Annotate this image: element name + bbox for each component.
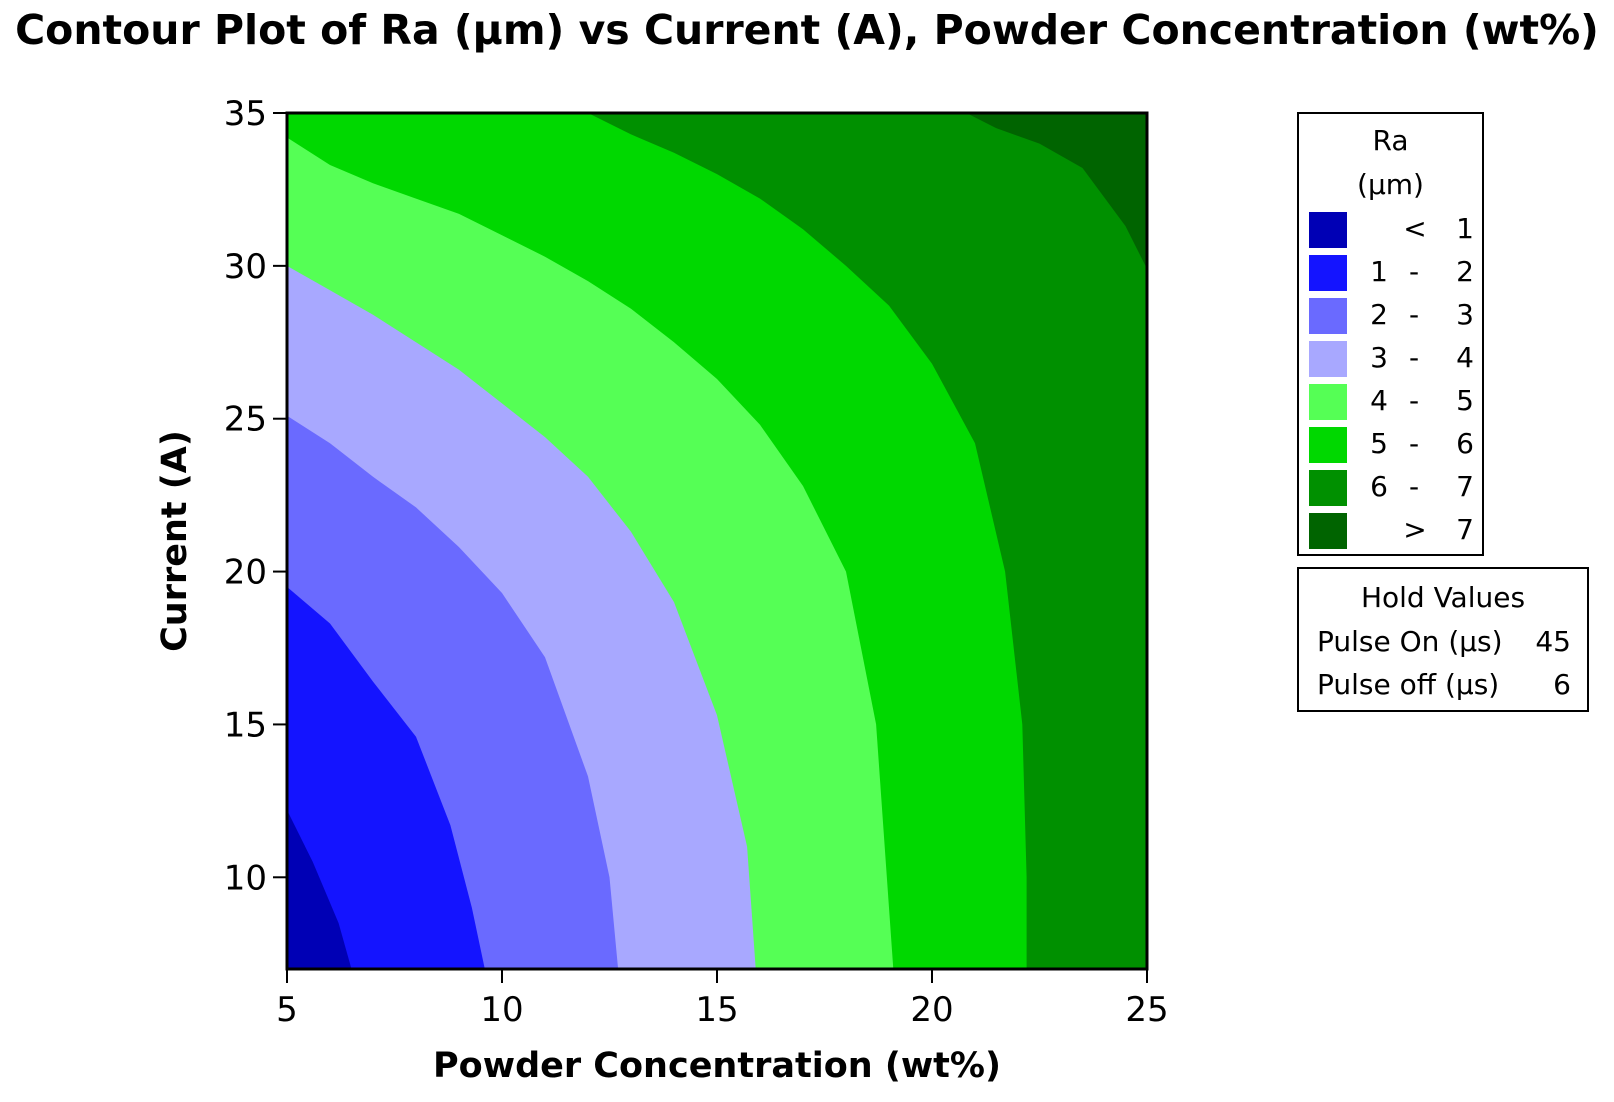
legend-entry: 6- 7 — [1309, 470, 1474, 506]
legend-title-line2: (µm) — [1357, 168, 1424, 201]
legend-hi: 2 — [1456, 255, 1474, 288]
legend-title-line1: Ra — [1372, 124, 1409, 157]
legend-swatch — [1309, 298, 1347, 334]
legend-dash: - — [1408, 427, 1420, 460]
hold-values-title: Hold Values — [1360, 581, 1526, 614]
legend-swatch — [1309, 341, 1347, 377]
legend-entry: 4- 5 — [1309, 384, 1474, 420]
y-tick-label: 35 — [224, 94, 267, 134]
legend-lo: 6 — [1370, 470, 1388, 503]
x-tick-label: 5 — [276, 990, 298, 1030]
hold-label: Pulse On (µs) — [1317, 625, 1503, 658]
y-tick-label: 30 — [224, 247, 267, 287]
y-axis-title: Current (A) — [155, 430, 195, 652]
legend-swatch — [1309, 384, 1347, 420]
legend-dash: - — [1408, 298, 1420, 331]
legend-entry: <1 — [1309, 212, 1474, 248]
x-tick-label: 20 — [910, 990, 953, 1030]
y-tick-label: 25 — [224, 400, 267, 440]
legend-swatch — [1309, 427, 1347, 463]
legend-hi: 6 — [1456, 427, 1474, 460]
legend-hi: 3 — [1456, 298, 1474, 331]
legend-dash: - — [1408, 470, 1420, 503]
legend-hi: 7 — [1456, 470, 1474, 503]
x-tick-label: 25 — [1125, 990, 1168, 1030]
legend-lo: < — [1403, 212, 1427, 245]
y-tick-label: 15 — [224, 705, 267, 745]
ra-legend: Ra (µm) <1 1-2 2-3 3-4 4-5 5-6 6-7 >7 — [1297, 112, 1484, 556]
legend-entry: >7 — [1309, 513, 1474, 549]
legend-hi: 1 — [1456, 212, 1474, 245]
hold-value: 6 — [1553, 668, 1571, 701]
legend-dash: - — [1408, 384, 1420, 417]
x-tick-label: 15 — [695, 990, 738, 1030]
legend-entry: 2- 3 — [1309, 298, 1474, 334]
hold-value: 45 — [1535, 625, 1571, 658]
contour-region-below-2 — [287, 586, 485, 969]
hold-label: Pulse off (µs) — [1317, 668, 1500, 701]
legend-lo: 2 — [1370, 298, 1388, 331]
legend-swatch — [1309, 513, 1347, 549]
legend-lo: 5 — [1370, 427, 1388, 460]
hold-values-box: Hold Values Pulse On (µs) 45 Pulse off (… — [1297, 567, 1589, 712]
legend-lo: 3 — [1370, 341, 1388, 374]
legend-swatch — [1309, 212, 1347, 248]
x-tick-label: 10 — [480, 990, 523, 1030]
legend-dash: - — [1408, 341, 1420, 374]
legend-swatch — [1309, 255, 1347, 291]
legend-entry: 5- 6 — [1309, 427, 1474, 463]
contour-region-below-1 — [287, 810, 352, 969]
chart-title: Contour Plot of Ra (µm) vs Current (A), … — [15, 6, 1599, 54]
legend-entry: 1- 2 — [1309, 255, 1474, 291]
y-tick-label: 20 — [224, 553, 267, 593]
x-axis-title: Powder Concentration (wt%) — [433, 1046, 1001, 1086]
legend-hi: 5 — [1456, 384, 1474, 417]
legend-lo: 4 — [1370, 384, 1388, 417]
legend-lo: > — [1403, 513, 1427, 546]
legend-hi: 4 — [1456, 341, 1474, 374]
legend-lo: 1 — [1370, 255, 1388, 288]
legend-hi: 7 — [1456, 513, 1474, 546]
legend-swatch — [1309, 470, 1347, 506]
legend-dash: - — [1408, 255, 1420, 288]
legend-entry: 3- 4 — [1309, 341, 1474, 377]
y-tick-label: 10 — [224, 858, 267, 898]
